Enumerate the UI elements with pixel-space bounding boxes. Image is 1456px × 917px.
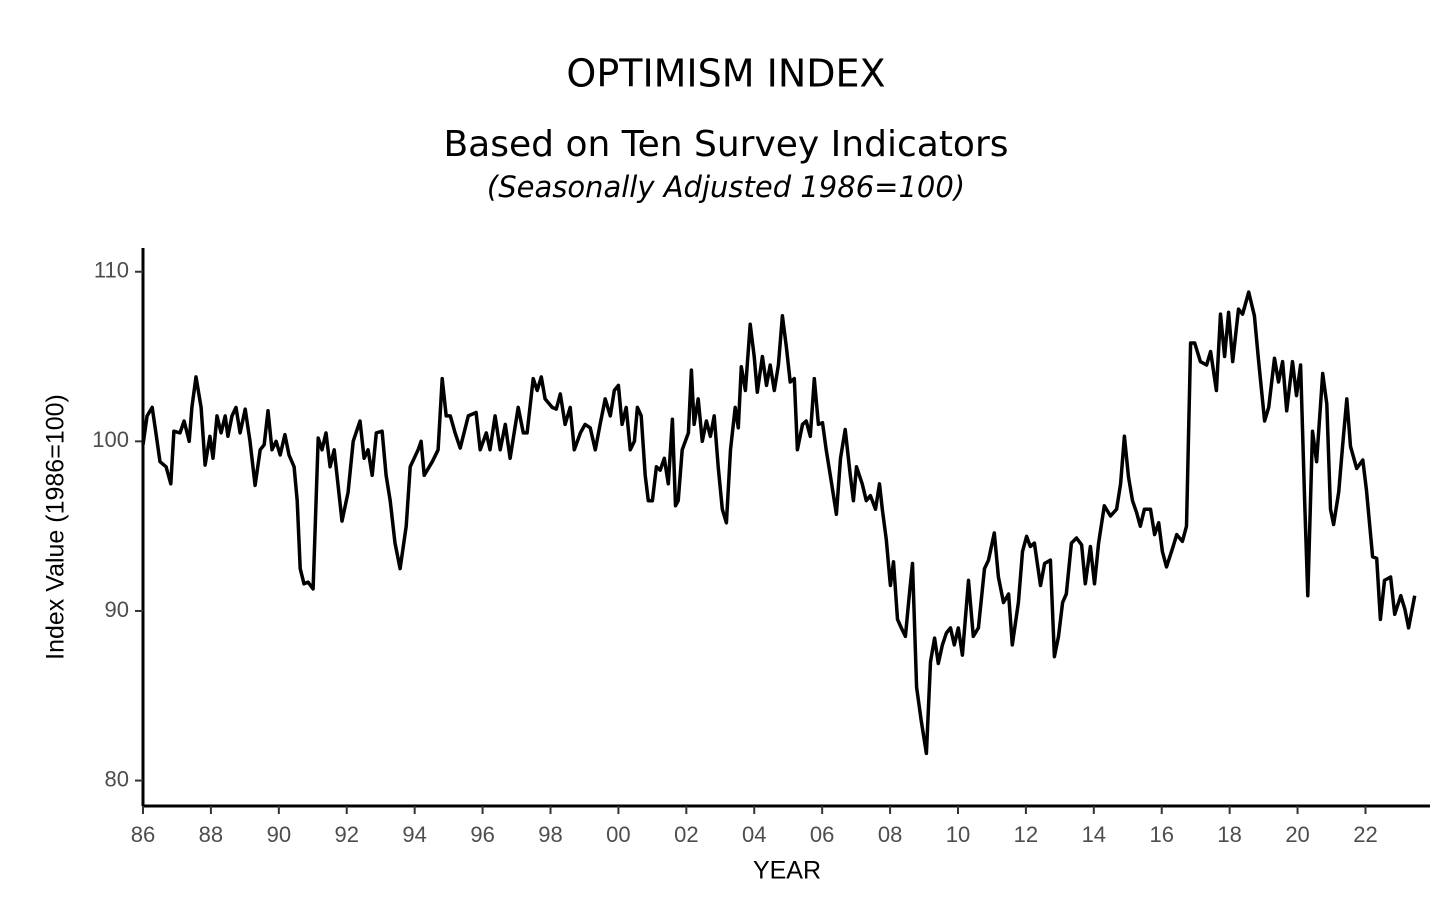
x-tick-label: 92 [335,822,359,847]
x-tick-label: 14 [1082,822,1106,847]
y-axis-title: Index Value (1986=100) [42,394,70,660]
y-tick-label: 90 [105,597,129,622]
x-tick-label: 88 [199,822,223,847]
x-tick-label: 96 [470,822,494,847]
x-tick-label: 04 [742,822,766,847]
chart-title: OPTIMISM INDEX [566,52,885,96]
x-tick-label: 08 [878,822,902,847]
index-line [141,290,1417,756]
x-tick-label: 18 [1217,822,1241,847]
x-tick-label: 10 [946,822,970,847]
x-tick-label: 16 [1149,822,1173,847]
x-tick-label: 98 [538,822,562,847]
x-tick-label: 22 [1353,822,1377,847]
x-tick-label: 12 [1014,822,1038,847]
x-tick-label: 90 [267,822,291,847]
x-tick-label: 94 [402,822,426,847]
x-tick-label: 06 [810,822,834,847]
chart-subtitle: Based on Ten Survey Indicators [443,124,1008,165]
y-tick-label: 100 [92,427,129,452]
y-tick-label: 110 [94,258,129,283]
x-tick-label: 00 [606,822,630,847]
x-tick-label: 02 [674,822,698,847]
x-tick-label: 20 [1285,822,1309,847]
x-tick-label: 86 [131,822,155,847]
y-tick-label: 80 [105,766,129,791]
x-axis-title: YEAR [753,857,821,885]
chart-subtitle-note: (Seasonally Adjusted 1986=100) [487,170,965,204]
